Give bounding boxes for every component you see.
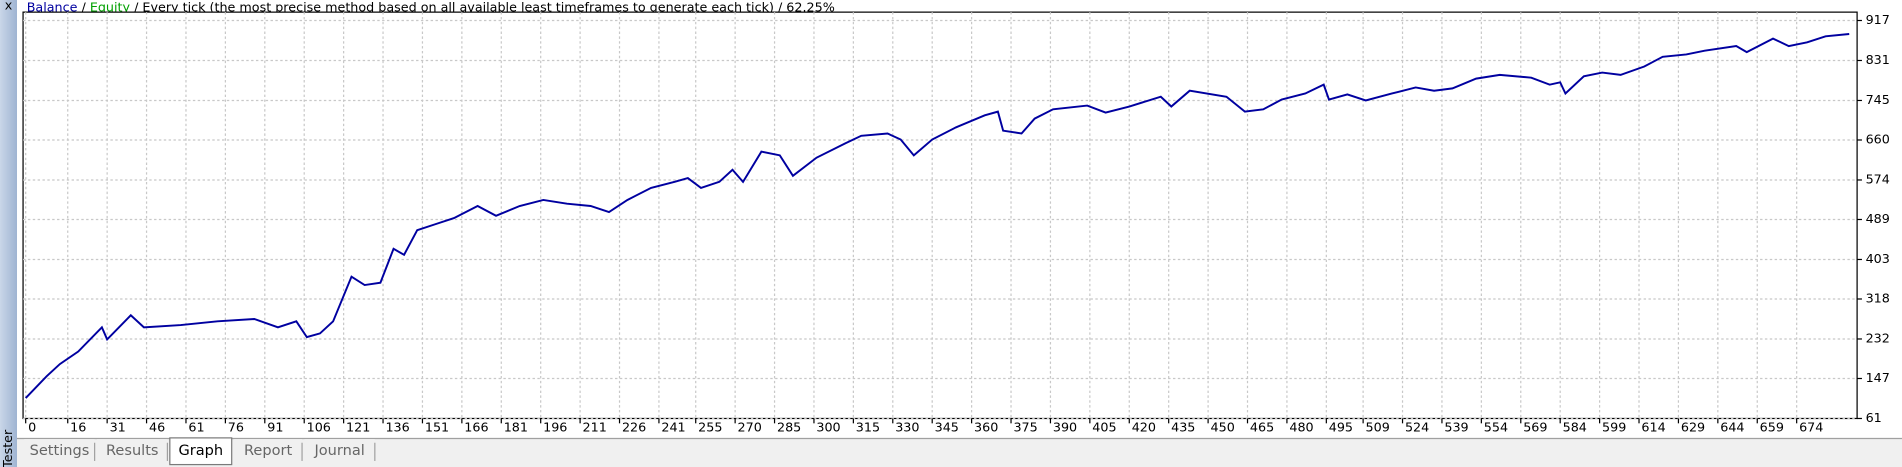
- x-tick-label: 226: [622, 421, 646, 436]
- x-tick-label: 136: [385, 421, 409, 436]
- x-tick-label: 569: [1523, 421, 1547, 436]
- tab-label[interactable]: Journal: [313, 442, 364, 459]
- close-button[interactable]: x: [5, 0, 13, 14]
- x-tick-label: 76: [228, 421, 244, 436]
- x-tick-label: 420: [1132, 421, 1156, 436]
- x-tick-label: 674: [1799, 421, 1823, 436]
- side-label: Tester: [1, 429, 16, 467]
- x-tick-label: 524: [1405, 421, 1429, 436]
- x-tick-label: 255: [698, 421, 722, 436]
- y-tick-label: 917: [1866, 13, 1890, 28]
- chart-header: Balance / Equity / Every tick (the most …: [27, 0, 835, 15]
- x-tick-label: 495: [1329, 421, 1353, 436]
- x-tick-label: 241: [661, 421, 685, 436]
- quality: 62.25%: [786, 0, 835, 15]
- x-tick-label: 554: [1484, 421, 1508, 436]
- tab-background: [24, 439, 95, 463]
- y-tick-label: 831: [1866, 53, 1890, 68]
- x-tick-label: 599: [1602, 421, 1626, 436]
- x-tick-label: 345: [935, 421, 959, 436]
- y-tick-label: 403: [1866, 252, 1890, 267]
- x-tick-label: 166: [464, 421, 488, 436]
- x-tick-label: 31: [110, 421, 126, 436]
- x-tick-label: 360: [974, 421, 998, 436]
- separator: /: [134, 0, 139, 15]
- x-tick-label: 450: [1211, 421, 1235, 436]
- side-bar: [0, 0, 17, 467]
- tab-background: [169, 437, 233, 466]
- tab-label[interactable]: Results: [106, 442, 159, 459]
- x-tick-label: 375: [1013, 421, 1037, 436]
- tab-background: [234, 439, 303, 463]
- x-tick-label: 106: [307, 421, 331, 436]
- x-tick-label: 196: [543, 421, 567, 436]
- x-tick-label: 315: [856, 421, 880, 436]
- x-tick-label: 300: [816, 421, 840, 436]
- x-tick-label: 16: [70, 421, 86, 436]
- legend-balance: Balance: [27, 0, 78, 15]
- x-tick-label: 211: [583, 421, 607, 436]
- y-tick-label: 745: [1866, 93, 1890, 108]
- x-tick-label: 181: [504, 421, 528, 436]
- description: Every tick (the most precise method base…: [142, 0, 773, 15]
- tab[interactable]: Graph: [169, 437, 233, 466]
- x-tick-label: 644: [1720, 421, 1744, 436]
- tab-label[interactable]: Report: [244, 442, 293, 459]
- y-tick-label: 574: [1866, 172, 1890, 187]
- x-tick-label: 285: [777, 421, 801, 436]
- tab-background: [97, 439, 168, 463]
- tab[interactable]: Results: [97, 439, 169, 463]
- x-tick-label: 61: [188, 421, 204, 436]
- x-tick-label: 405: [1092, 421, 1116, 436]
- x-tick-label: 659: [1760, 421, 1784, 436]
- y-tick-label: 318: [1866, 291, 1890, 306]
- x-tick-label: 480: [1289, 421, 1313, 436]
- y-tick-label: 489: [1866, 212, 1890, 227]
- separator: /: [778, 0, 783, 15]
- y-tick-label: 660: [1866, 132, 1890, 147]
- x-tick-label: 629: [1681, 421, 1705, 436]
- x-tick-label: 0: [28, 421, 36, 436]
- x-tick-label: 435: [1171, 421, 1195, 436]
- plot-area: [22, 11, 1858, 420]
- tab[interactable]: Settings: [24, 439, 96, 463]
- balance-line: [24, 33, 1850, 399]
- x-tick-label: 46: [149, 421, 165, 436]
- x-tick-label: 539: [1444, 421, 1468, 436]
- x-tick-label: 270: [738, 421, 762, 436]
- x-tick-label: 330: [895, 421, 919, 436]
- tab-label[interactable]: Settings: [30, 442, 90, 459]
- x-tick-label: 465: [1250, 421, 1274, 436]
- x-tick-label: 91: [267, 421, 283, 436]
- x-tick-label: 614: [1641, 421, 1665, 436]
- y-tick-label: 147: [1866, 371, 1890, 386]
- tab[interactable]: Report: [234, 439, 303, 463]
- tab-background: [304, 439, 375, 463]
- y-tick-label: 232: [1866, 331, 1890, 346]
- x-tick-label: 390: [1053, 421, 1077, 436]
- x-tick-label: 509: [1366, 421, 1390, 436]
- x-tick-label: 121: [346, 421, 370, 436]
- tab[interactable]: Journal: [304, 439, 376, 463]
- legend-equity: Equity: [90, 0, 131, 15]
- x-tick-label: 584: [1563, 421, 1587, 436]
- separator: /: [81, 0, 86, 15]
- x-tick-label: 151: [425, 421, 449, 436]
- tab-label[interactable]: Graph: [178, 442, 223, 459]
- y-tick-label: 61: [1866, 411, 1882, 426]
